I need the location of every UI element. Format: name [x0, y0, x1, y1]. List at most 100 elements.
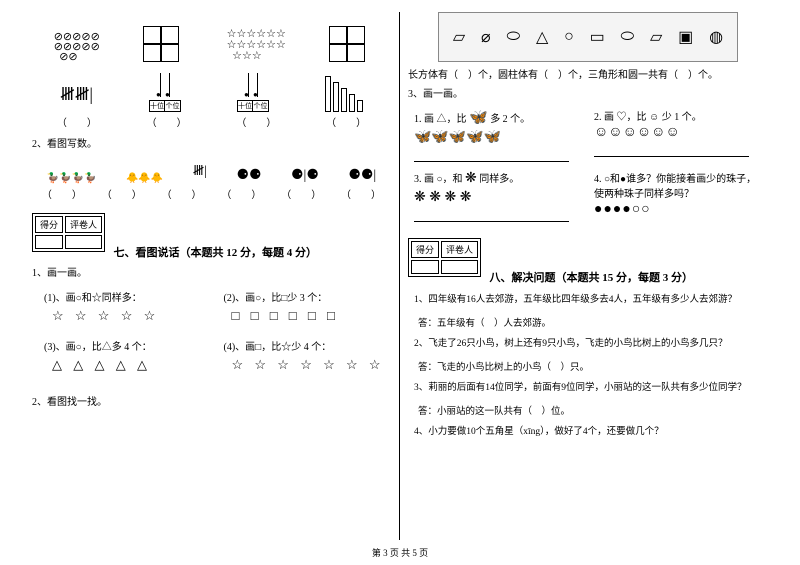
- grid-figure-2: [329, 26, 369, 62]
- q2-title: 2、看图写数。: [32, 135, 391, 150]
- score-cell-blank[interactable]: [411, 260, 439, 274]
- triangle-icon: △: [536, 27, 548, 47]
- abacus-small-2: ⚈|⚈: [291, 167, 319, 184]
- sub1-text: (1)、画○和☆同样多：: [44, 289, 212, 304]
- cylinder-icon: ⬭: [506, 28, 520, 46]
- flower-icon: ❋: [465, 171, 477, 186]
- answer-parens-row-2: （ ） （ ） （ ） （ ） （ ） （ ）: [32, 186, 391, 201]
- paren-blank: （ ）: [57, 114, 97, 129]
- sub1-icons: ☆ ☆ ☆ ☆ ☆: [52, 308, 212, 324]
- right-column: ▱ ⌀ ⬭ △ ○ ▭ ⬭ ▱ ▣ ◍ 长方体有（ ）个，圆柱体有（ ）个，三角…: [400, 12, 776, 540]
- q3-2-text: 2. 画 ♡，比 ☺ 少 1 个。: [594, 112, 702, 123]
- tube-icon: ⌀: [481, 27, 491, 47]
- circle-icon: ○: [564, 28, 574, 46]
- q3-cell-1: 1. 画 △，比 🦋 多 2 个。 🦋🦋🦋🦋🦋: [408, 104, 588, 166]
- q3-3-text-b: 同样多。: [479, 174, 519, 185]
- q3-cell-3: 3. 画 ○，和 ❋ 同样多。 ❋ ❋ ❋ ❋: [408, 166, 588, 226]
- ducks-figure: 🦆🦆🦆🦆: [47, 173, 97, 184]
- score-table: 得分 评卷人: [408, 238, 481, 277]
- q8-3: 3、莉丽的后面有14位同学，前面有9位同学，小丽站的这一队共有多少位同学？: [414, 379, 768, 393]
- q8-1-answer: 答：五年级有（ ）人去郊游。: [418, 315, 768, 329]
- butterfly-row: 🦋🦋🦋🦋🦋: [414, 129, 582, 146]
- section8-header: 得分 评卷人 八、解决问题（本题共 15 分，每题 3 分）: [408, 234, 768, 285]
- butterfly-icon: 🦋: [469, 110, 488, 126]
- shapes-question: 长方体有（ ）个，圆柱体有（ ）个，三角形和圆一共有（ ）个。: [408, 66, 768, 81]
- sub4-icons: ☆ ☆ ☆ ☆ ☆ ☆ ☆: [232, 357, 392, 373]
- q3-4-text: 4. ○和●谁多？你能接着画少的珠子，使两种珠子同样多吗？: [594, 174, 756, 200]
- q3-1-text-a: 1. 画 △，比: [414, 114, 467, 125]
- grader-cell-label: 评卷人: [65, 216, 102, 233]
- paren-blank: （ ）: [221, 186, 261, 201]
- q3-3-text-a: 3. 画 ○，和: [414, 174, 463, 185]
- paren-blank: （ ）: [341, 186, 381, 201]
- paren-blank: （ ）: [42, 186, 82, 201]
- chicks-figure: 🐥🐥🐥: [126, 173, 163, 184]
- q8-2: 2、飞走了26只小鸟，树上还有9只小鸟，飞走的小鸟比树上的小鸟多几只？: [414, 335, 768, 349]
- cube-icon: ▣: [678, 27, 693, 47]
- sub2-text: (2)、画○，比□少 3 个：: [224, 289, 392, 304]
- figure-row-2: 𝍸𝍸| 十位个位 十位个位: [32, 66, 391, 112]
- answer-line[interactable]: [414, 210, 569, 222]
- cuboid-icon: ▱: [453, 27, 465, 47]
- section7-header: 得分 评卷人 七、看图说话（本题共 12 分，每题 4 分）: [32, 209, 391, 260]
- cylinder-icon: ⬭: [621, 28, 635, 46]
- grader-cell-blank[interactable]: [65, 235, 102, 249]
- answer-line[interactable]: [594, 145, 749, 157]
- score-cell-blank[interactable]: [35, 235, 63, 249]
- stars-figure: ☆☆☆☆☆☆☆☆☆☆☆☆ ☆☆☆: [227, 29, 286, 62]
- q8-2-answer: 答：飞走的小鸟比树上的小鸟（ ）只。: [418, 359, 768, 373]
- abacus-2: 十位个位: [237, 73, 269, 112]
- q8-1: 1、四年级有16人去郊游，五年级比四年级多去4人，五年级有多少人去郊游？: [414, 291, 768, 305]
- sub2-icons: □ □ □ □ □ □: [232, 308, 392, 324]
- abacus-small-1: ⚈⚈: [236, 167, 261, 184]
- answer-parens-row-1: （ ） （ ） （ ） （ ）: [32, 114, 391, 129]
- abacus-1: 十位个位: [149, 73, 181, 112]
- q3-cell-4: 4. ○和●谁多？你能接着画少的珠子，使两种珠子同样多吗？ ●●●●○○: [588, 166, 768, 226]
- section8-title: 八、解决问题（本题共 15 分，每题 3 分）: [490, 269, 694, 285]
- paren-blank: （ ）: [147, 114, 187, 129]
- draw-row-1: (1)、画○和☆同样多： ☆ ☆ ☆ ☆ ☆ (2)、画○，比□少 3 个： □…: [32, 283, 391, 332]
- tally-figure: [325, 76, 363, 112]
- shapes-box: ▱ ⌀ ⬭ △ ○ ▭ ⬭ ▱ ▣ ◍: [438, 12, 738, 62]
- paren-blank: （ ）: [236, 114, 276, 129]
- q3-title: 3、画一画。: [408, 85, 768, 100]
- q3-grid: 1. 画 △，比 🦋 多 2 个。 🦋🦋🦋🦋🦋 2. 画 ♡，比 ☺ 少 1 个…: [408, 104, 768, 226]
- grader-cell-blank[interactable]: [441, 260, 478, 274]
- flower-row: ❋ ❋ ❋ ❋: [414, 189, 582, 206]
- figure-row-1: ⊘⊘⊘⊘⊘⊘⊘⊘⊘⊘ ⊘⊘ ☆☆☆☆☆☆☆☆☆☆☆☆ ☆☆☆: [32, 16, 391, 62]
- cuboid-icon: ▱: [650, 27, 662, 47]
- score-cell-label: 得分: [35, 216, 63, 233]
- grid-figure-1: [143, 26, 183, 62]
- q3-1-text-b: 多 2 个。: [490, 114, 530, 125]
- score-table: 得分 评卷人: [32, 213, 105, 252]
- dots-row: ●●●●○○: [594, 202, 762, 218]
- q8-3-answer: 答：小丽站的这一队共有（ ）位。: [418, 403, 768, 417]
- section7-title: 七、看图说话（本题共 12 分，每题 4 分）: [114, 244, 318, 260]
- sub4-text: (4)、画□，比☆少 4 个：: [224, 338, 392, 353]
- paren-blank: （ ）: [281, 186, 321, 201]
- paren-blank: （ ）: [162, 186, 202, 201]
- figure-row-3: 🦆🦆🦆🦆 🐥🐥🐥 𝍸| ⚈⚈ ⚈|⚈ ⚈⚈|: [32, 154, 391, 184]
- page-footer: 第 3 页 共 5 页: [0, 546, 800, 559]
- worksheet-page: ⊘⊘⊘⊘⊘⊘⊘⊘⊘⊘ ⊘⊘ ☆☆☆☆☆☆☆☆☆☆☆☆ ☆☆☆ 𝍸𝍸| 十位个位: [0, 0, 800, 540]
- sub3-text: (3)、画○，比△多 4 个：: [44, 338, 212, 353]
- cuboid-icon: ▭: [590, 27, 605, 47]
- q3-cell-2: 2. 画 ♡，比 ☺ 少 1 个。 ☺☺☺☺☺☺: [588, 104, 768, 166]
- draw-row-2: (3)、画○，比△多 4 个： △ △ △ △ △ (4)、画□，比☆少 4 个…: [32, 332, 391, 381]
- ball-icon: ◍: [709, 27, 723, 47]
- sub3-icons: △ △ △ △ △: [52, 357, 212, 373]
- paren-blank: （ ）: [102, 186, 142, 201]
- smiley-row: ☺☺☺☺☺☺: [594, 125, 762, 141]
- score-cell-label: 得分: [411, 241, 439, 258]
- q2b-title: 2、看图找一找。: [32, 393, 391, 408]
- apples-figure: ⊘⊘⊘⊘⊘⊘⊘⊘⊘⊘ ⊘⊘: [54, 32, 100, 62]
- sticks-figure: 𝍸𝍸|: [60, 82, 93, 112]
- sticks-figure-2: 𝍸|: [193, 160, 207, 184]
- grader-cell-label: 评卷人: [441, 241, 478, 258]
- abacus-small-3: ⚈⚈|: [348, 167, 376, 184]
- left-column: ⊘⊘⊘⊘⊘⊘⊘⊘⊘⊘ ⊘⊘ ☆☆☆☆☆☆☆☆☆☆☆☆ ☆☆☆ 𝍸𝍸| 十位个位: [24, 12, 400, 540]
- paren-blank: （ ）: [326, 114, 366, 129]
- q1-draw-title: 1、画一画。: [32, 264, 391, 279]
- q8-4: 4、小力要做10个五角星（xīng），做好了4个，还要做几个？: [414, 423, 768, 437]
- answer-line[interactable]: [414, 150, 569, 162]
